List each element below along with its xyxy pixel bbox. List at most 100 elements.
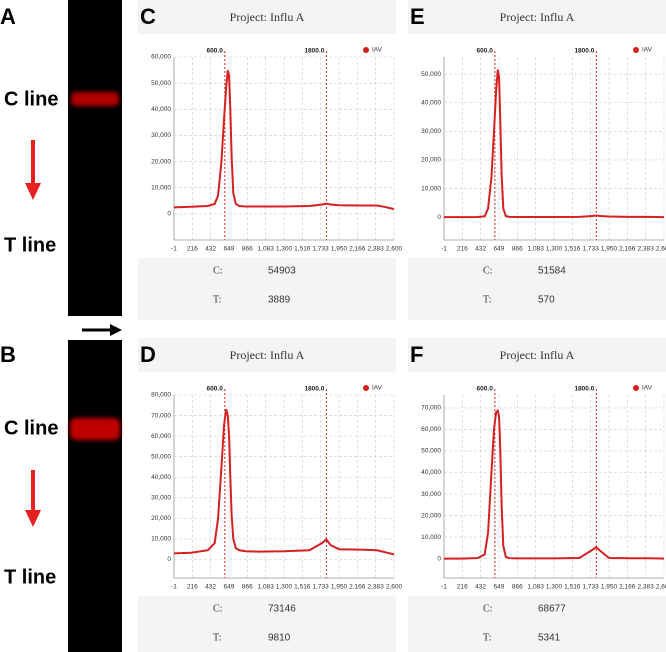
y-tick-label: 40,000 [421, 469, 441, 476]
panel-letter: D [140, 342, 156, 367]
c-band [70, 418, 120, 440]
y-tick-label: 70,000 [421, 405, 441, 412]
marker-label: 1800.0 [304, 48, 324, 55]
marker-label: 1800.0 [304, 386, 324, 393]
x-tick-label: 1,516 [564, 584, 581, 591]
chart-title: Project: Influ A [500, 10, 575, 24]
y-tick-label: 50,000 [151, 453, 171, 460]
reading-label: C: [483, 603, 492, 614]
x-tick-label: 649 [494, 246, 505, 253]
y-tick-label: 10,000 [421, 534, 441, 541]
y-tick-label: 70,000 [151, 412, 171, 419]
data-line [444, 408, 665, 560]
data-line [444, 69, 665, 219]
chart-title: Project: Influ A [230, 10, 305, 24]
x-tick-label: 1,300 [276, 246, 293, 253]
x-tick-label: 866 [242, 246, 253, 253]
y-tick-label: 10,000 [421, 185, 441, 192]
x-tick-label: 1,950 [331, 584, 348, 591]
down-arrow [25, 470, 41, 527]
x-tick-label: 1,733 [313, 584, 330, 591]
y-tick-label: 20,000 [151, 515, 171, 522]
x-tick-label: 2,383 [368, 246, 385, 253]
y-tick-label: 0 [167, 211, 171, 218]
reading-label: T: [483, 294, 491, 305]
panel-letter: E [410, 4, 425, 29]
y-tick-label: 0 [437, 555, 441, 562]
reading-label: C: [213, 603, 222, 614]
x-tick-label: 1,300 [546, 584, 563, 591]
y-tick-label: 10,000 [151, 536, 171, 543]
y-tick-label: 50,000 [421, 71, 441, 78]
y-tick-label: 30,000 [421, 491, 441, 498]
y-tick-label: 40,000 [151, 474, 171, 481]
x-tick-label: 1,083 [528, 246, 545, 253]
reading-value: 9810 [268, 633, 291, 644]
marker-label: 600.0 [207, 48, 224, 55]
x-tick-label: 1,516 [294, 584, 311, 591]
plot-bg [138, 34, 396, 258]
y-tick-label: 50,000 [421, 448, 441, 455]
t-line-label: T line [4, 566, 56, 588]
x-tick-label: 1,950 [601, 246, 618, 253]
legend-label: IAV [642, 385, 653, 392]
x-tick-label: 1,083 [258, 246, 275, 253]
panel-letter: A [0, 4, 16, 29]
reading-value: 3889 [268, 295, 291, 306]
x-tick-label: 216 [457, 584, 468, 591]
marker-label: 600.0 [207, 386, 224, 393]
down-arrow [25, 140, 41, 200]
x-tick-label: 2,383 [638, 584, 655, 591]
x-tick-label: 216 [187, 584, 198, 591]
x-tick-label: 1,733 [313, 246, 330, 253]
right-arrow [82, 324, 122, 336]
panel-letter: C [140, 4, 156, 29]
marker-label: 600.0 [477, 48, 494, 55]
x-tick-label: 432 [205, 584, 216, 591]
x-tick-label: 1,733 [583, 584, 600, 591]
reading-value: 51584 [538, 266, 566, 277]
panel-letter: F [410, 342, 423, 367]
y-tick-label: 30,000 [421, 128, 441, 135]
x-tick-label: 432 [475, 246, 486, 253]
y-tick-label: 10,000 [151, 184, 171, 191]
c-band [71, 92, 119, 106]
c-line-label: C line [4, 88, 58, 110]
legend-swatch [363, 47, 369, 53]
plot-bg [138, 372, 396, 596]
x-tick-label: 2,600 [386, 584, 403, 591]
x-tick-label: 1,083 [258, 584, 275, 591]
reading-label: C: [213, 265, 222, 276]
y-tick-label: 60,000 [151, 433, 171, 440]
data-line [173, 70, 395, 211]
legend-label: IAV [372, 47, 383, 54]
plot-bg [408, 34, 666, 258]
x-tick-label: 1,950 [331, 246, 348, 253]
y-tick-label: 20,000 [421, 157, 441, 164]
y-tick-label: 60,000 [421, 426, 441, 433]
x-tick-label: 2,166 [349, 246, 366, 253]
x-tick-label: 1,300 [546, 246, 563, 253]
c-line-label: C line [4, 417, 58, 439]
marker-label: 1800.0 [574, 386, 594, 393]
reading-label: T: [213, 632, 221, 643]
strip [68, 0, 122, 316]
x-tick-label: 1,300 [276, 584, 293, 591]
x-tick-label: -1 [171, 246, 177, 253]
panel-letter: B [0, 342, 16, 367]
x-tick-label: 649 [224, 246, 235, 253]
x-tick-label: -1 [171, 584, 177, 591]
y-tick-label: 30,000 [151, 495, 171, 502]
legend-swatch [363, 385, 369, 391]
x-tick-label: 2,166 [619, 246, 636, 253]
marker-label: 1800.0 [574, 48, 594, 55]
x-tick-label: 866 [512, 584, 523, 591]
x-tick-label: 216 [187, 246, 198, 253]
strip [68, 340, 122, 652]
x-tick-label: 2,600 [386, 246, 403, 253]
reading-value: 5341 [538, 633, 561, 644]
x-tick-label: 866 [512, 246, 523, 253]
chart-title: Project: Influ A [500, 348, 575, 362]
x-tick-label: 2,166 [619, 584, 636, 591]
